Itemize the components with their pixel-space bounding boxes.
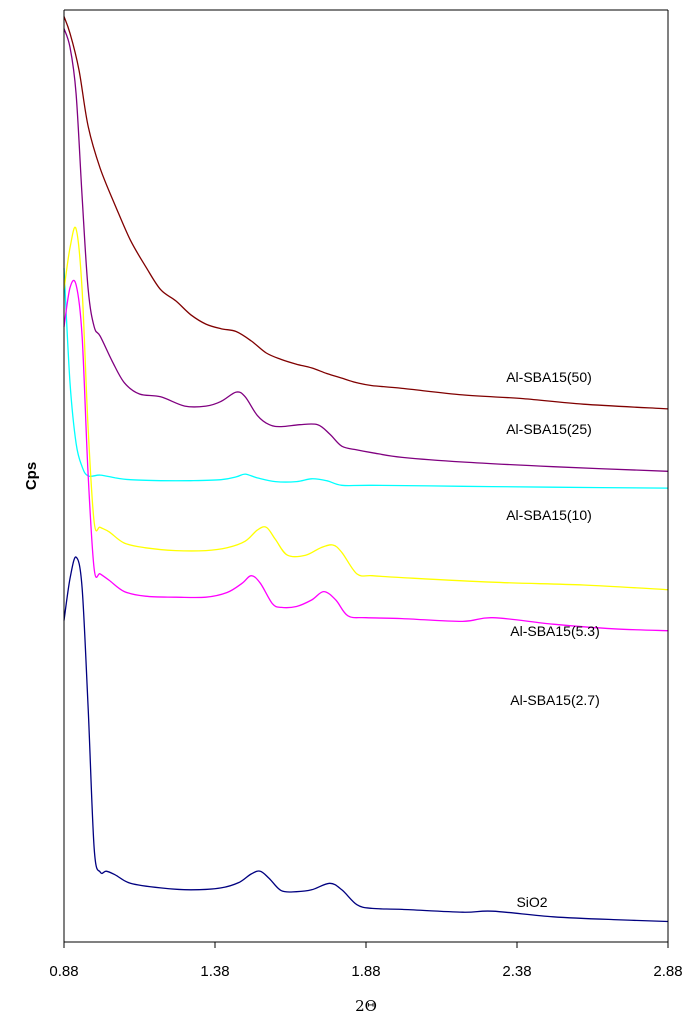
x-tick-label: 2.38	[502, 963, 531, 980]
series-line-al-sba15-5-3	[63, 226, 669, 591]
x-tick-label: 1.88	[351, 963, 380, 980]
series-line-al-sba15-25	[63, 28, 669, 472]
series-labels: Al-SBA15(50) Al-SBA15(25) Al-SBA15(10) Al-S…	[506, 369, 600, 910]
x-tick-label: 0.88	[49, 963, 78, 980]
axes	[63, 9, 669, 943]
x-ticks: 0.88 1.38 1.88 2.38 2.88	[49, 942, 683, 980]
series-label: Al-SBA15(50)	[506, 369, 592, 385]
x-axis-title: 2Θ	[355, 997, 377, 1015]
x-tick-label: 2.88	[653, 963, 682, 980]
series-line-al-sba15-2-7	[63, 279, 669, 632]
series-label: Al-SBA15(25)	[506, 421, 592, 437]
series-label: Al-SBA15(10)	[506, 507, 592, 523]
plot-area	[63, 16, 669, 923]
y-axis-title: Cps	[23, 462, 40, 490]
series-line-al-sba15-50	[63, 16, 669, 410]
series-label: SiO2	[516, 894, 547, 910]
series-label: Al-SBA15(2.7)	[510, 692, 599, 708]
series-line-al-sba15-10	[63, 268, 669, 489]
x-tick-label: 1.38	[200, 963, 229, 980]
series-line-sio2	[63, 556, 669, 923]
series-label: Al-SBA15(5.3)	[510, 623, 599, 639]
